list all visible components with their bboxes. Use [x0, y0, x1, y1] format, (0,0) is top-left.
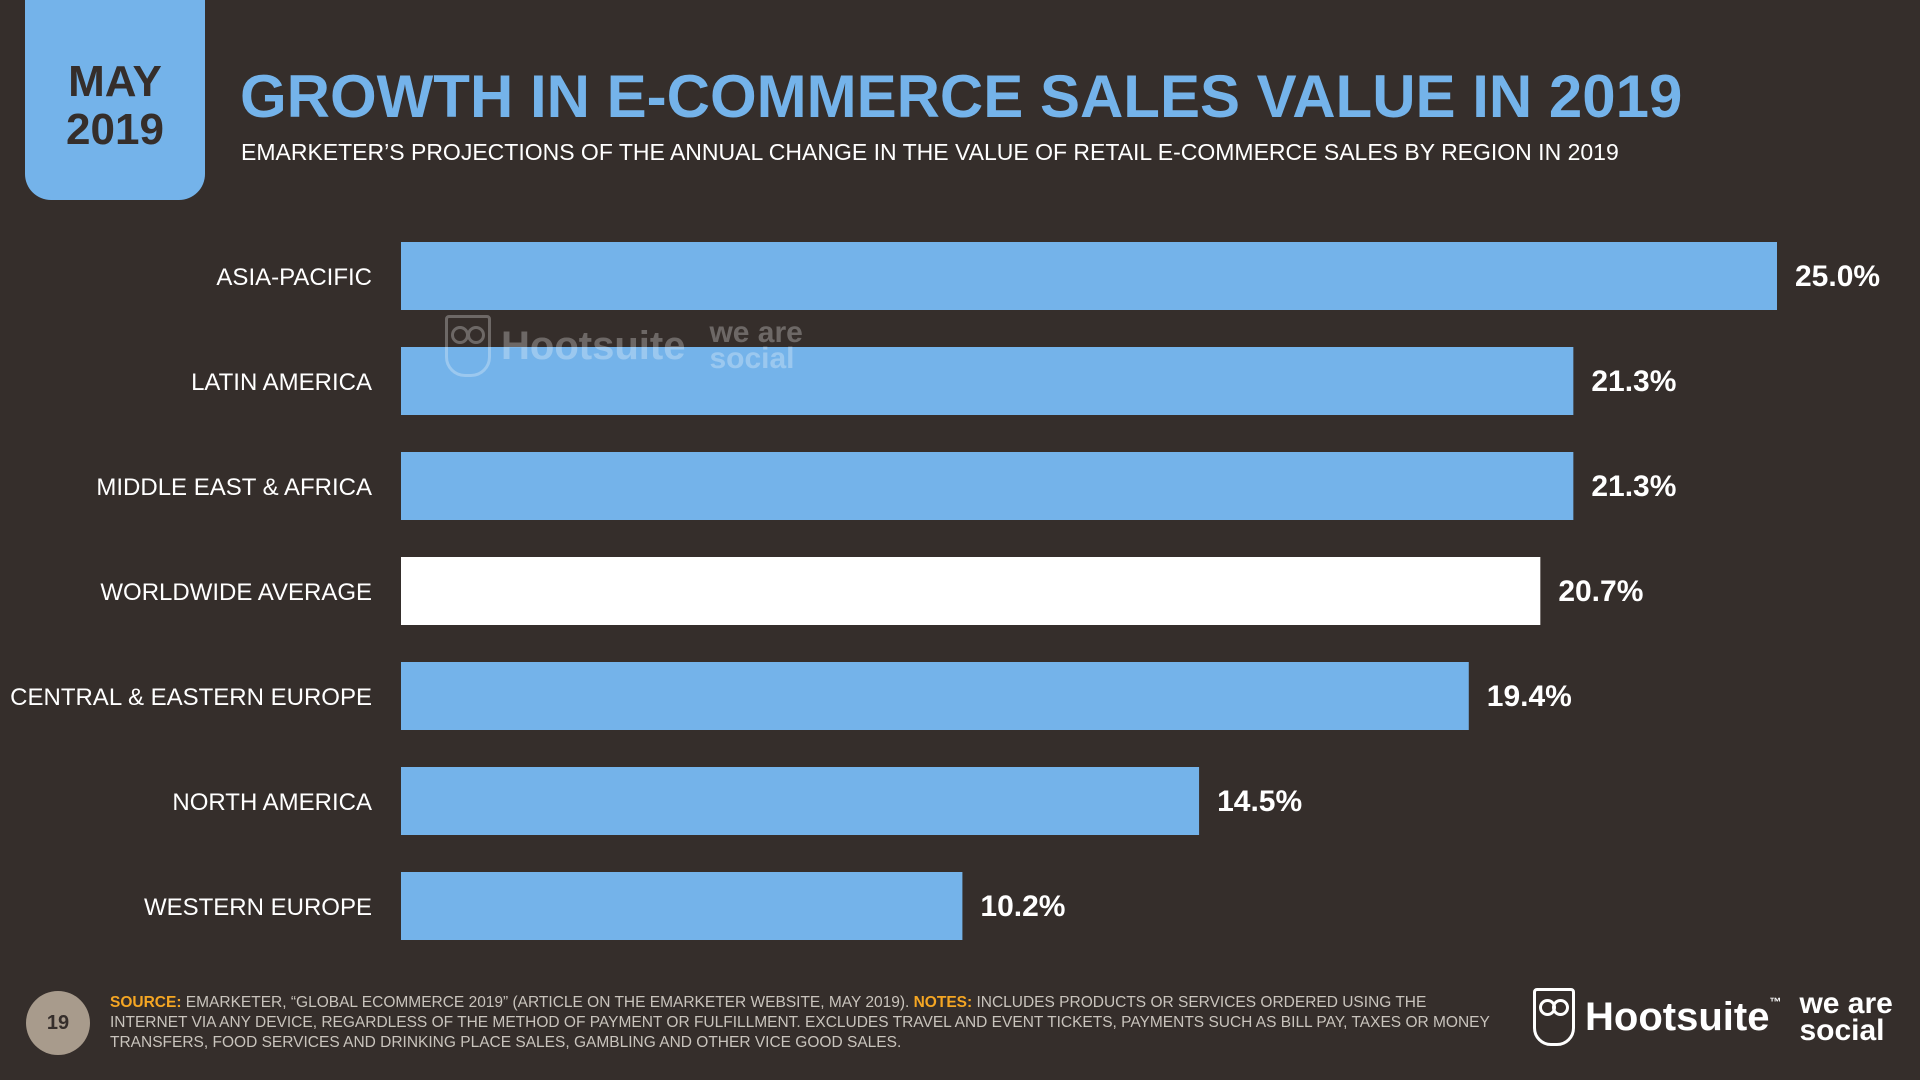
page-title: GROWTH IN E-COMMERCE SALES VALUE IN 2019 [240, 63, 1683, 130]
category-label: MIDDLE EAST & AFRICA [96, 474, 372, 501]
watermark: Hootsuite we are social [445, 315, 819, 377]
category-label: CENTRAL & EASTERN EUROPE [10, 684, 372, 711]
watermark-we-are-social: we are social [709, 316, 803, 375]
value-label: 20.7% [1558, 575, 1643, 608]
we-are-social-logo: we are social [1799, 987, 1893, 1047]
source-notes: SOURCE: EMARKETER, “GLOBAL ECOMMERCE 201… [110, 993, 1500, 1053]
watermark-hootsuite: Hootsuite [501, 323, 686, 368]
page-number: 19 [26, 991, 90, 1055]
date-badge-month: MAY [68, 57, 162, 106]
hootsuite-owl-icon [1533, 988, 1575, 1046]
date-badge: MAY 2019 [25, 0, 205, 200]
bar-north-america [401, 767, 1200, 835]
value-label: 25.0% [1795, 260, 1880, 293]
category-label: ASIA-PACIFIC [216, 264, 372, 291]
value-label: 19.4% [1487, 680, 1572, 713]
brand-logos: Hootsuite™ we are social [1533, 988, 1909, 1046]
value-label: 21.3% [1591, 365, 1676, 398]
bar-middle-east-africa [401, 452, 1574, 520]
source-text: EMARKETER, “GLOBAL ECOMMERCE 2019” (ARTI… [181, 994, 914, 1011]
bar-central-eastern-europe [401, 662, 1469, 730]
notes-text: INCLUDES PRODUCTS OR SERVICES ORDERED US… [110, 994, 1490, 1051]
value-label: 21.3% [1591, 470, 1676, 503]
category-label: WORLDWIDE AVERAGE [100, 579, 372, 606]
hootsuite-logo: Hootsuite™ [1585, 995, 1781, 1040]
category-label: WESTERN EUROPE [144, 894, 372, 921]
notes-key: NOTES: [913, 994, 973, 1011]
hootsuite-wordmark: Hootsuite [1585, 994, 1770, 1039]
page-subtitle: EMARKETER’S PROJECTIONS OF THE ANNUAL CH… [241, 139, 1619, 165]
bar-chart: ASIA-PACIFIC 25.0% LATIN AMERICA 21.3% MIDDL… [10, 242, 1880, 940]
value-label: 14.5% [1217, 785, 1302, 818]
category-label: NORTH AMERICA [172, 789, 372, 816]
bar-worldwide-average [401, 557, 1541, 625]
trademark-mark: ™ [1769, 994, 1782, 1009]
bar-asia-pacific [401, 242, 1777, 310]
category-label: LATIN AMERICA [191, 369, 372, 396]
bar-western-europe [401, 872, 963, 940]
value-label: 10.2% [980, 890, 1065, 923]
source-key: SOURCE: [110, 994, 182, 1011]
date-badge-year: 2019 [66, 105, 164, 154]
bar-latin-america [401, 347, 1574, 415]
owl-logo-icon [445, 315, 491, 377]
